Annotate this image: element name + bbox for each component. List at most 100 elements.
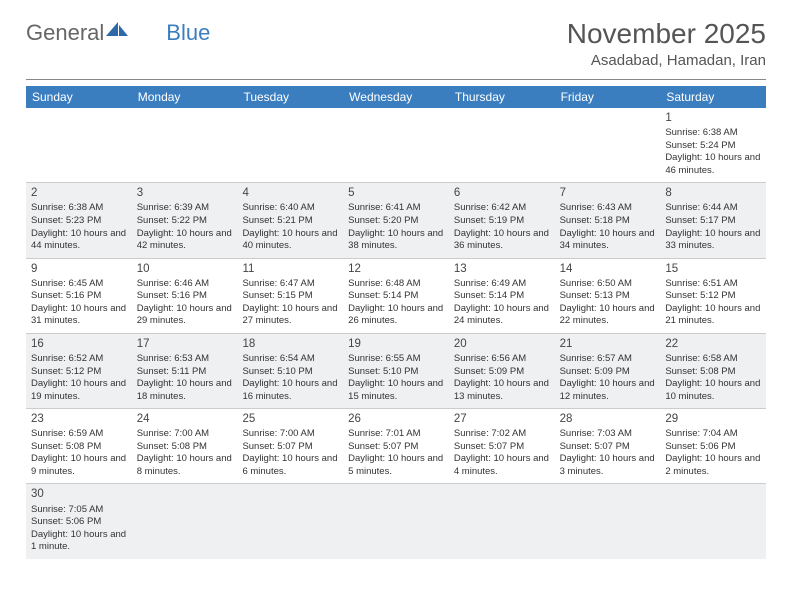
- sunset-line: Sunset: 5:15 PM: [242, 290, 338, 303]
- sunset-line: Sunset: 5:14 PM: [454, 290, 550, 303]
- sunset-line: Sunset: 5:06 PM: [31, 516, 127, 529]
- day-number: 2: [31, 186, 127, 201]
- sunrise-line: Sunrise: 6:40 AM: [242, 202, 338, 215]
- location-text: Asadabad, Hamadan, Iran: [567, 52, 766, 69]
- sunset-line: Sunset: 5:09 PM: [454, 366, 550, 379]
- day-number: 25: [242, 412, 338, 427]
- day-number: 24: [137, 412, 233, 427]
- daylight-line: Daylight: 10 hours and 34 minutes.: [560, 228, 656, 253]
- day-number: 7: [560, 186, 656, 201]
- logo-text-1: General: [26, 20, 104, 46]
- day-number: 29: [665, 412, 761, 427]
- daylight-line: Daylight: 10 hours and 22 minutes.: [560, 303, 656, 328]
- sunset-line: Sunset: 5:09 PM: [560, 366, 656, 379]
- calendar-day: 22Sunrise: 6:58 AMSunset: 5:08 PMDayligh…: [660, 334, 766, 408]
- title-underline: [26, 79, 766, 80]
- calendar-day-empty: [449, 484, 555, 558]
- title-block: November 2025 Asadabad, Hamadan, Iran: [567, 18, 766, 69]
- calendar-day-empty: [26, 108, 132, 182]
- day-number: 8: [665, 186, 761, 201]
- daylight-line: Daylight: 10 hours and 40 minutes.: [242, 228, 338, 253]
- sunrise-line: Sunrise: 6:53 AM: [137, 353, 233, 366]
- sunrise-line: Sunrise: 6:45 AM: [31, 278, 127, 291]
- calendar-day: 25Sunrise: 7:00 AMSunset: 5:07 PMDayligh…: [237, 409, 343, 483]
- day-number: 20: [454, 337, 550, 352]
- calendar-week: 1Sunrise: 6:38 AMSunset: 5:24 PMDaylight…: [26, 108, 766, 183]
- sunset-line: Sunset: 5:19 PM: [454, 215, 550, 228]
- sunrise-line: Sunrise: 7:00 AM: [242, 428, 338, 441]
- daylight-line: Daylight: 10 hours and 26 minutes.: [348, 303, 444, 328]
- sunset-line: Sunset: 5:10 PM: [242, 366, 338, 379]
- page-header: General Blue November 2025 Asadabad, Ham…: [0, 0, 792, 77]
- sunset-line: Sunset: 5:22 PM: [137, 215, 233, 228]
- sunset-line: Sunset: 5:20 PM: [348, 215, 444, 228]
- sunset-line: Sunset: 5:07 PM: [454, 441, 550, 454]
- calendar-day: 20Sunrise: 6:56 AMSunset: 5:09 PMDayligh…: [449, 334, 555, 408]
- day-number: 6: [454, 186, 550, 201]
- calendar-week: 2Sunrise: 6:38 AMSunset: 5:23 PMDaylight…: [26, 183, 766, 258]
- sunrise-line: Sunrise: 7:02 AM: [454, 428, 550, 441]
- daylight-line: Daylight: 10 hours and 44 minutes.: [31, 228, 127, 253]
- sunrise-line: Sunrise: 7:04 AM: [665, 428, 761, 441]
- calendar-day: 17Sunrise: 6:53 AMSunset: 5:11 PMDayligh…: [132, 334, 238, 408]
- daylight-line: Daylight: 10 hours and 16 minutes.: [242, 378, 338, 403]
- sunset-line: Sunset: 5:07 PM: [348, 441, 444, 454]
- sunrise-line: Sunrise: 6:58 AM: [665, 353, 761, 366]
- day-number: 28: [560, 412, 656, 427]
- calendar-day-empty: [132, 484, 238, 558]
- day-number: 19: [348, 337, 444, 352]
- sunrise-line: Sunrise: 6:54 AM: [242, 353, 338, 366]
- sunset-line: Sunset: 5:08 PM: [137, 441, 233, 454]
- calendar-day: 16Sunrise: 6:52 AMSunset: 5:12 PMDayligh…: [26, 334, 132, 408]
- sunset-line: Sunset: 5:16 PM: [31, 290, 127, 303]
- sunrise-line: Sunrise: 6:52 AM: [31, 353, 127, 366]
- weeks-container: 1Sunrise: 6:38 AMSunset: 5:24 PMDaylight…: [26, 108, 766, 559]
- month-title: November 2025: [567, 18, 766, 50]
- sunset-line: Sunset: 5:11 PM: [137, 366, 233, 379]
- sunrise-line: Sunrise: 6:38 AM: [31, 202, 127, 215]
- sunrise-line: Sunrise: 6:56 AM: [454, 353, 550, 366]
- daylight-line: Daylight: 10 hours and 10 minutes.: [665, 378, 761, 403]
- daylight-line: Daylight: 10 hours and 27 minutes.: [242, 303, 338, 328]
- daylight-line: Daylight: 10 hours and 24 minutes.: [454, 303, 550, 328]
- day-number: 17: [137, 337, 233, 352]
- sunrise-line: Sunrise: 6:47 AM: [242, 278, 338, 291]
- calendar-day: 4Sunrise: 6:40 AMSunset: 5:21 PMDaylight…: [237, 183, 343, 257]
- sunset-line: Sunset: 5:24 PM: [665, 140, 761, 153]
- daylight-line: Daylight: 10 hours and 12 minutes.: [560, 378, 656, 403]
- sunrise-line: Sunrise: 6:55 AM: [348, 353, 444, 366]
- daylight-line: Daylight: 10 hours and 42 minutes.: [137, 228, 233, 253]
- daylight-line: Daylight: 10 hours and 2 minutes.: [665, 453, 761, 478]
- daylight-line: Daylight: 10 hours and 36 minutes.: [454, 228, 550, 253]
- calendar-day: 2Sunrise: 6:38 AMSunset: 5:23 PMDaylight…: [26, 183, 132, 257]
- calendar-day: 8Sunrise: 6:44 AMSunset: 5:17 PMDaylight…: [660, 183, 766, 257]
- sunset-line: Sunset: 5:08 PM: [665, 366, 761, 379]
- sunset-line: Sunset: 5:07 PM: [560, 441, 656, 454]
- calendar-day-empty: [555, 108, 661, 182]
- daylight-line: Daylight: 10 hours and 1 minute.: [31, 529, 127, 554]
- weekday-header: SundayMondayTuesdayWednesdayThursdayFrid…: [26, 86, 766, 108]
- sunrise-line: Sunrise: 6:44 AM: [665, 202, 761, 215]
- day-number: 23: [31, 412, 127, 427]
- sunset-line: Sunset: 5:16 PM: [137, 290, 233, 303]
- calendar-day: 30Sunrise: 7:05 AMSunset: 5:06 PMDayligh…: [26, 484, 132, 558]
- calendar-week: 16Sunrise: 6:52 AMSunset: 5:12 PMDayligh…: [26, 334, 766, 409]
- day-number: 14: [560, 262, 656, 277]
- sunset-line: Sunset: 5:17 PM: [665, 215, 761, 228]
- logo-sail-icon: [106, 18, 128, 44]
- calendar-day-empty: [449, 108, 555, 182]
- sunset-line: Sunset: 5:14 PM: [348, 290, 444, 303]
- weekday-label: Friday: [555, 86, 661, 108]
- calendar-day: 29Sunrise: 7:04 AMSunset: 5:06 PMDayligh…: [660, 409, 766, 483]
- day-number: 9: [31, 262, 127, 277]
- daylight-line: Daylight: 10 hours and 8 minutes.: [137, 453, 233, 478]
- sunrise-line: Sunrise: 6:39 AM: [137, 202, 233, 215]
- logo: General Blue: [26, 18, 210, 48]
- sunset-line: Sunset: 5:21 PM: [242, 215, 338, 228]
- calendar-week: 9Sunrise: 6:45 AMSunset: 5:16 PMDaylight…: [26, 259, 766, 334]
- calendar-day-empty: [132, 108, 238, 182]
- weekday-label: Thursday: [449, 86, 555, 108]
- sunrise-line: Sunrise: 6:49 AM: [454, 278, 550, 291]
- calendar-day: 9Sunrise: 6:45 AMSunset: 5:16 PMDaylight…: [26, 259, 132, 333]
- calendar-day: 14Sunrise: 6:50 AMSunset: 5:13 PMDayligh…: [555, 259, 661, 333]
